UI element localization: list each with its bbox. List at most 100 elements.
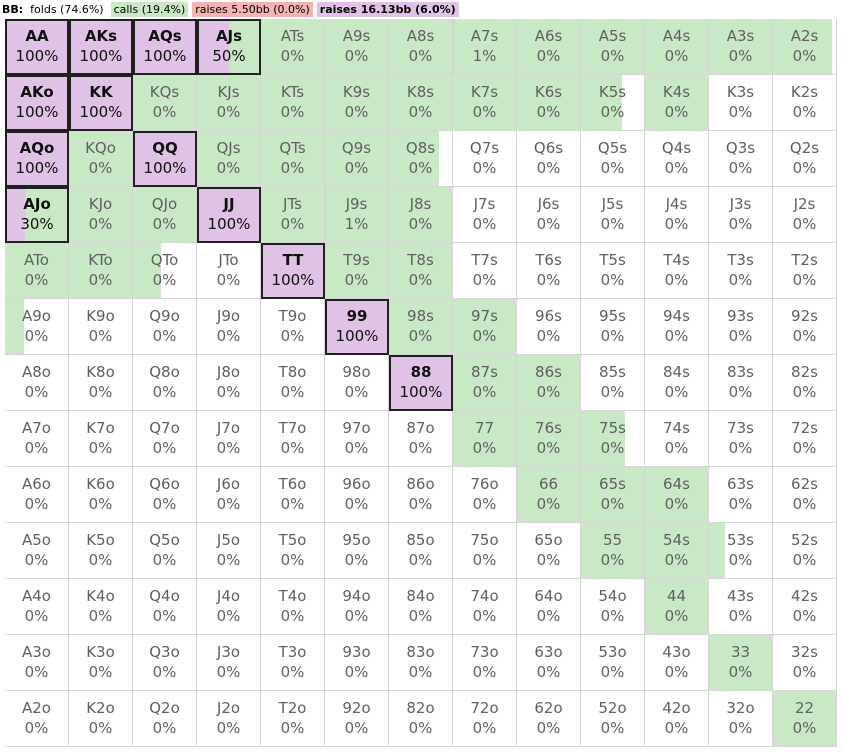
hand-cell-92s[interactable]: 92s 0% [773,299,837,355]
hand-cell-QJs[interactable]: QJs 0% [197,131,261,187]
hand-cell-62s[interactable]: 62s 0% [773,467,837,523]
hand-cell-97s[interactable]: 97s 0% [453,299,517,355]
hand-cell-KQo[interactable]: KQo 0% [69,131,133,187]
hand-cell-J3s[interactable]: J3s 0% [709,187,773,243]
hand-cell-63o[interactable]: 63o 0% [517,635,581,691]
hand-cell-Q4s[interactable]: Q4s 0% [645,131,709,187]
hand-cell-QTo[interactable]: QTo 0% [133,243,197,299]
hand-cell-42s[interactable]: 42s 0% [773,579,837,635]
hand-cell-QJo[interactable]: QJo 0% [133,187,197,243]
hand-cell-J4s[interactable]: J4s 0% [645,187,709,243]
hand-cell-T8o[interactable]: T8o 0% [261,355,325,411]
hand-cell-K4s[interactable]: K4s 0% [645,75,709,131]
hand-cell-T9s[interactable]: T9s 0% [325,243,389,299]
hand-cell-64o[interactable]: 64o 0% [517,579,581,635]
hand-cell-73s[interactable]: 73s 0% [709,411,773,467]
hand-cell-A2o[interactable]: A2o 0% [5,691,69,747]
hand-cell-A5s[interactable]: A5s 0% [581,19,645,75]
hand-cell-33[interactable]: 33 0% [709,635,773,691]
hand-cell-KJs[interactable]: KJs 0% [197,75,261,131]
hand-cell-A5o[interactable]: A5o 0% [5,523,69,579]
hand-cell-J3o[interactable]: J3o 0% [197,635,261,691]
hand-cell-K8o[interactable]: K8o 0% [69,355,133,411]
hand-cell-95s[interactable]: 95s 0% [581,299,645,355]
hand-cell-KK[interactable]: KK 100% [69,75,133,131]
hand-cell-55[interactable]: 55 0% [581,523,645,579]
hand-cell-77[interactable]: 77 0% [453,411,517,467]
hand-cell-75s[interactable]: 75s 0% [581,411,645,467]
hand-cell-42o[interactable]: 42o 0% [645,691,709,747]
hand-cell-65s[interactable]: 65s 0% [581,467,645,523]
hand-cell-AQs[interactable]: AQs 100% [133,19,197,75]
hand-cell-J6o[interactable]: J6o 0% [197,467,261,523]
hand-cell-83o[interactable]: 83o 0% [389,635,453,691]
hand-cell-T8s[interactable]: T8s 0% [389,243,453,299]
hand-cell-Q6o[interactable]: Q6o 0% [133,467,197,523]
hand-cell-72s[interactable]: 72s 0% [773,411,837,467]
hand-cell-Q8o[interactable]: Q8o 0% [133,355,197,411]
hand-cell-A2s[interactable]: A2s 0% [773,19,837,75]
hand-cell-K6s[interactable]: K6s 0% [517,75,581,131]
hand-cell-K8s[interactable]: K8s 0% [389,75,453,131]
hand-cell-T7s[interactable]: T7s 0% [453,243,517,299]
hand-cell-J5o[interactable]: J5o 0% [197,523,261,579]
hand-cell-T5s[interactable]: T5s 0% [581,243,645,299]
hand-cell-T7o[interactable]: T7o 0% [261,411,325,467]
hand-cell-94s[interactable]: 94s 0% [645,299,709,355]
hand-cell-KQs[interactable]: KQs 0% [133,75,197,131]
hand-cell-94o[interactable]: 94o 0% [325,579,389,635]
hand-cell-T5o[interactable]: T5o 0% [261,523,325,579]
hand-cell-32s[interactable]: 32s 0% [773,635,837,691]
hand-cell-84o[interactable]: 84o 0% [389,579,453,635]
hand-cell-A4s[interactable]: A4s 0% [645,19,709,75]
hand-cell-97o[interactable]: 97o 0% [325,411,389,467]
hand-cell-ATo[interactable]: ATo 0% [5,243,69,299]
hand-cell-T2s[interactable]: T2s 0% [773,243,837,299]
hand-cell-Q7s[interactable]: Q7s 0% [453,131,517,187]
hand-cell-63s[interactable]: 63s 0% [709,467,773,523]
hand-cell-KJo[interactable]: KJo 0% [69,187,133,243]
hand-cell-66[interactable]: 66 0% [517,467,581,523]
hand-cell-Q2s[interactable]: Q2s 0% [773,131,837,187]
hand-cell-KTs[interactable]: KTs 0% [261,75,325,131]
hand-cell-AA[interactable]: AA 100% [5,19,69,75]
hand-cell-A8s[interactable]: A8s 0% [389,19,453,75]
hand-cell-K2s[interactable]: K2s 0% [773,75,837,131]
hand-cell-43o[interactable]: 43o 0% [645,635,709,691]
hand-cell-85s[interactable]: 85s 0% [581,355,645,411]
hand-cell-K7s[interactable]: K7s 0% [453,75,517,131]
hand-cell-T2o[interactable]: T2o 0% [261,691,325,747]
hand-cell-73o[interactable]: 73o 0% [453,635,517,691]
hand-cell-Q9o[interactable]: Q9o 0% [133,299,197,355]
hand-cell-AQo[interactable]: AQo 100% [5,131,69,187]
hand-cell-93s[interactable]: 93s 0% [709,299,773,355]
hand-cell-J8s[interactable]: J8s 0% [389,187,453,243]
hand-cell-93o[interactable]: 93o 0% [325,635,389,691]
hand-cell-K5s[interactable]: K5s 0% [581,75,645,131]
hand-cell-53o[interactable]: 53o 0% [581,635,645,691]
hand-cell-J2s[interactable]: J2s 0% [773,187,837,243]
hand-cell-QQ[interactable]: QQ 100% [133,131,197,187]
hand-cell-Q6s[interactable]: Q6s 0% [517,131,581,187]
hand-cell-J2o[interactable]: J2o 0% [197,691,261,747]
hand-cell-A6o[interactable]: A6o 0% [5,467,69,523]
hand-cell-A3o[interactable]: A3o 0% [5,635,69,691]
hand-cell-K9s[interactable]: K9s 0% [325,75,389,131]
hand-cell-K5o[interactable]: K5o 0% [69,523,133,579]
hand-cell-AKs[interactable]: AKs 100% [69,19,133,75]
hand-cell-62o[interactable]: 62o 0% [517,691,581,747]
hand-cell-54o[interactable]: 54o 0% [581,579,645,635]
hand-cell-87s[interactable]: 87s 0% [453,355,517,411]
hand-cell-K4o[interactable]: K4o 0% [69,579,133,635]
hand-cell-96o[interactable]: 96o 0% [325,467,389,523]
hand-cell-J5s[interactable]: J5s 0% [581,187,645,243]
hand-cell-Q5o[interactable]: Q5o 0% [133,523,197,579]
hand-cell-82o[interactable]: 82o 0% [389,691,453,747]
hand-cell-JTs[interactable]: JTs 0% [261,187,325,243]
hand-cell-86o[interactable]: 86o 0% [389,467,453,523]
hand-cell-84s[interactable]: 84s 0% [645,355,709,411]
hand-cell-AJs[interactable]: AJs 50% [197,19,261,75]
hand-cell-43s[interactable]: 43s 0% [709,579,773,635]
hand-cell-A7o[interactable]: A7o 0% [5,411,69,467]
hand-cell-76s[interactable]: 76s 0% [517,411,581,467]
